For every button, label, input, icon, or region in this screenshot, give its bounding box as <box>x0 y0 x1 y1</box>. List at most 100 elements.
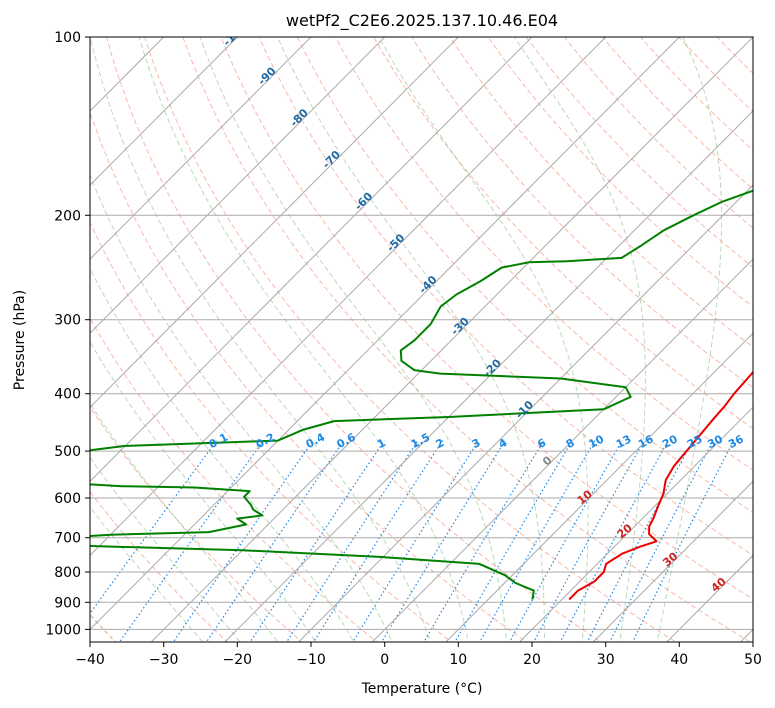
x-tick-label: −30 <box>149 652 179 668</box>
isotherm <box>90 37 533 483</box>
mixing-ratio-line <box>352 440 480 642</box>
isotherm-label: -80 <box>288 106 311 129</box>
mixing-ratio-line <box>312 440 444 642</box>
moist-adiabat <box>90 341 317 642</box>
dry-adiabat <box>678 37 753 113</box>
mixing-ratio-line <box>118 440 264 642</box>
isotherm-label: -100 <box>220 20 249 49</box>
isotherm-label: -90 <box>255 64 278 87</box>
wet-bulb-label: 20 <box>615 521 635 541</box>
x-tick-label: 30 <box>597 652 615 668</box>
dry-adiabat <box>144 37 677 642</box>
mixing-ratio-label: 0.2 <box>254 431 277 452</box>
isotherm-label: -10 <box>513 398 536 421</box>
dewpoint-profile <box>90 189 753 600</box>
wet-bulb-label: 40 <box>709 575 729 595</box>
dry-adiabat <box>90 490 229 642</box>
moist-adiabat <box>90 173 393 642</box>
y-tick-label: 300 <box>54 313 81 329</box>
mixing-ratio-label: 10 <box>587 432 607 451</box>
moist-adiabat <box>656 37 723 642</box>
y-tick-label: 900 <box>54 595 81 611</box>
isotherm <box>90 37 312 260</box>
dry-adiabat <box>296 37 753 514</box>
mixing-ratio-label: 36 <box>726 432 746 451</box>
isotherm <box>297 184 753 642</box>
x-tick-label: −40 <box>75 652 105 668</box>
x-tick-label: 40 <box>670 652 688 668</box>
isotherm <box>90 37 607 557</box>
y-tick-label: 200 <box>54 208 81 224</box>
x-tick-label: −20 <box>223 652 253 668</box>
y-tick-label: 1000 <box>45 622 81 638</box>
mixing-ratio-line <box>586 440 694 642</box>
mixing-ratio-label: 13 <box>614 432 634 451</box>
mixing-ratio-label: 20 <box>660 432 680 451</box>
dry-adiabat <box>449 37 753 348</box>
dry-adiabat <box>220 37 753 600</box>
wet-bulb-label: 30 <box>660 549 680 569</box>
y-axis-title: Pressure (hPa) <box>12 290 28 390</box>
x-tick-label: 20 <box>523 652 541 668</box>
dry-adiabat <box>90 221 453 642</box>
y-tick-label: 800 <box>54 565 81 581</box>
isotherm-label: -70 <box>320 148 343 171</box>
mixing-ratio-line <box>454 440 573 642</box>
y-tick-label: 500 <box>54 444 81 460</box>
dry-adiabat <box>334 37 753 471</box>
mixing-ratio-line <box>423 440 545 642</box>
mixing-ratio-label: 0.1 <box>207 431 230 452</box>
isotherm-label: -50 <box>384 231 407 254</box>
moist-adiabat <box>90 506 204 642</box>
isotherm <box>592 480 753 642</box>
isotherm <box>371 258 753 642</box>
mixing-ratio-line <box>205 440 345 642</box>
isotherm <box>739 628 753 642</box>
wet-bulb-label: 10 <box>575 487 595 507</box>
dry-adiabat <box>90 317 378 642</box>
mixing-ratio-label: 0.6 <box>335 430 359 451</box>
isotherm <box>150 37 753 642</box>
chart-title: wetPf2_C2E6.2025.137.10.46.E04 <box>286 11 558 31</box>
moist-adiabat <box>276 37 545 642</box>
grid <box>90 37 753 642</box>
annotation-labels: 0.1 0.2 0.4 0.6 1 1.5 2 3 4 6 8 10 13 16 20 25 30 36-100-… <box>207 20 746 595</box>
x-tick-label: 0 <box>380 652 389 668</box>
moist-adiabat <box>90 37 431 642</box>
mixing-ratio-line <box>609 440 714 642</box>
y-tick-label: 400 <box>54 387 81 403</box>
temperature-profile <box>568 370 753 601</box>
mixing-ratio-line <box>249 440 385 642</box>
x-tick-label: 50 <box>744 652 762 668</box>
mixing-ratio-line <box>632 440 735 642</box>
y-tick-label: 600 <box>54 491 81 507</box>
dry-adiabat <box>487 37 753 308</box>
dry-adiabat <box>105 37 602 642</box>
isotherm <box>90 37 386 334</box>
mixing-ratio-line <box>508 440 623 642</box>
mixing-ratio-label: 16 <box>636 432 656 451</box>
isotherm <box>90 37 460 409</box>
isotherm <box>90 37 681 631</box>
moist-adiabat <box>378 37 589 642</box>
x-axis-title: Temperature (°C) <box>361 681 483 697</box>
mixing-ratio-label: 6 <box>535 436 548 451</box>
mixing-ratio-line <box>479 440 596 642</box>
dry-adiabat <box>182 37 752 642</box>
mixing-ratio-line <box>90 440 218 615</box>
plot-frame <box>89 36 754 643</box>
x-tick-label: 10 <box>449 652 467 668</box>
background-lines <box>90 37 753 642</box>
isotherm-label: -40 <box>416 273 439 296</box>
isotherm <box>224 110 753 642</box>
mixing-ratio-line <box>286 440 419 642</box>
isotherm-label: -30 <box>449 315 472 338</box>
dry-adiabat <box>411 37 753 389</box>
dry-adiabat <box>90 110 528 642</box>
dry-adiabat <box>258 37 753 556</box>
mixing-ratio-label: 30 <box>705 432 725 451</box>
moist-adiabat <box>199 37 508 642</box>
series-layer <box>90 189 753 601</box>
mixing-ratio-line <box>559 440 669 642</box>
